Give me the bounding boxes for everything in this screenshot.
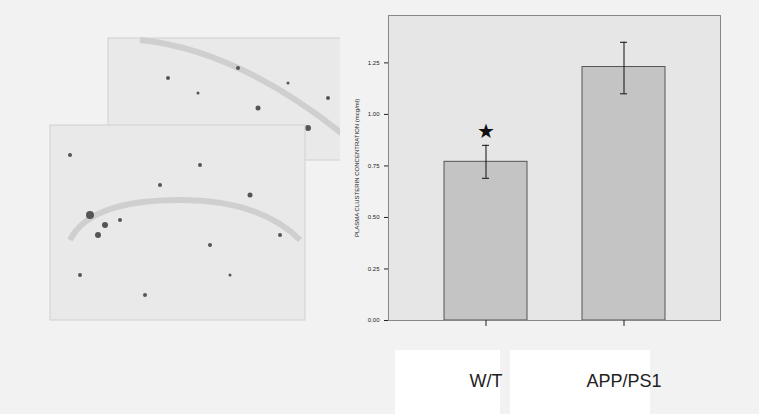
- svg-text:0.75: 0.75: [368, 163, 380, 169]
- svg-text:1.25: 1.25: [368, 60, 380, 66]
- svg-text:W/T: W/T: [470, 371, 503, 391]
- svg-text:0.25: 0.25: [368, 266, 380, 272]
- svg-text:1.00: 1.00: [368, 111, 380, 117]
- svg-text:APP/PS1: APP/PS1: [586, 371, 661, 391]
- svg-text:0.50: 0.50: [368, 214, 380, 220]
- svg-text:0.00: 0.00: [368, 317, 380, 323]
- svg-text:★: ★: [477, 120, 495, 142]
- svg-text:PLASMA CLUSTERIN CONCENTRATION: PLASMA CLUSTERIN CONCENTRATION (mcg/ml): [354, 99, 360, 237]
